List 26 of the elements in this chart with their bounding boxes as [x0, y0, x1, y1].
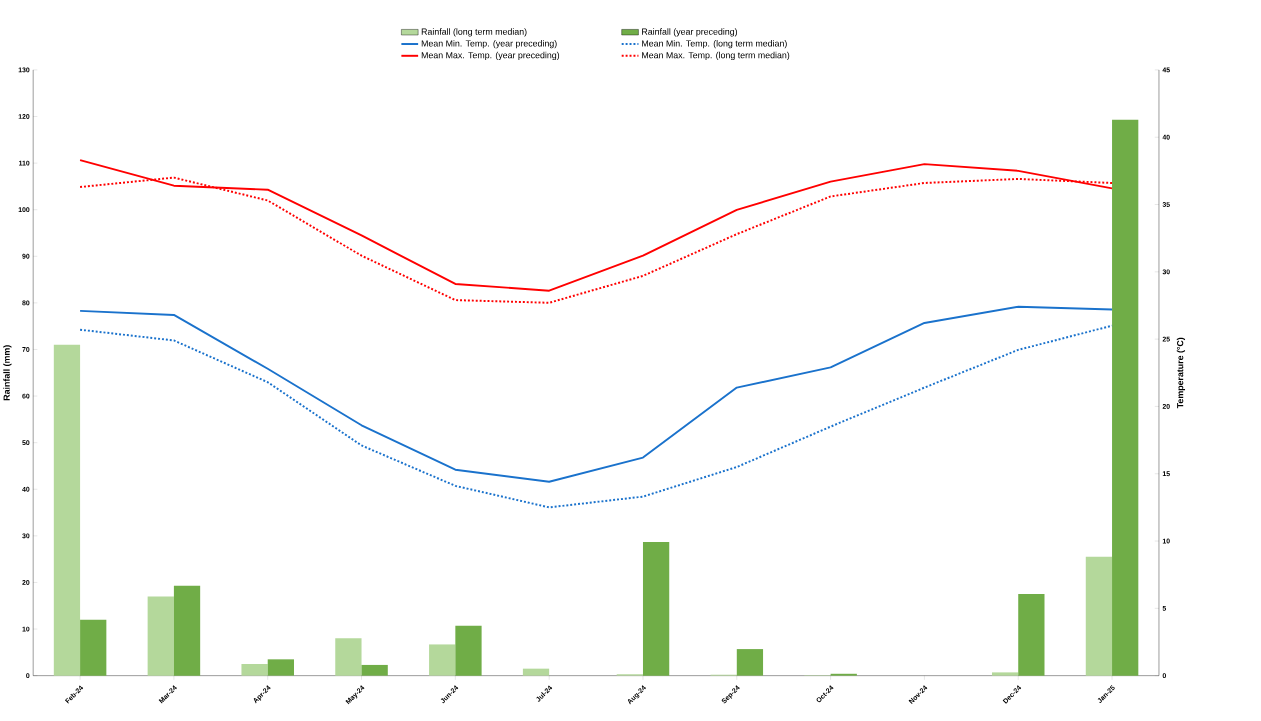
bar	[1085, 556, 1113, 676]
bar	[455, 625, 482, 676]
legend-label: Mean Max. Temp. (year preceding)	[421, 51, 560, 61]
bar	[53, 344, 81, 676]
bar	[429, 644, 456, 676]
bar	[522, 668, 550, 676]
y-axis-title: Rainfall (mm)	[3, 345, 12, 401]
bar	[267, 659, 294, 676]
legend-label: Mean Max. Temp. (long term median)	[642, 51, 790, 61]
line-series	[79, 305, 1114, 483]
bar	[147, 596, 174, 676]
bar	[361, 664, 388, 676]
bar	[642, 541, 670, 676]
bar	[1112, 119, 1139, 676]
bar	[1018, 594, 1045, 676]
bar	[173, 585, 201, 676]
bar	[335, 638, 362, 676]
y2-axis-title: Temperature (°C)	[1176, 337, 1186, 409]
legend-label: Rainfall (long term median)	[421, 28, 527, 37]
bar	[736, 649, 764, 676]
bar	[241, 664, 268, 676]
bar	[991, 672, 1019, 676]
legend-label: Mean Min. Temp. (year preceding)	[421, 40, 557, 49]
legend-label: Mean Min. Temp. (long term median)	[642, 40, 787, 49]
legend-label: Rainfall (year preceding)	[642, 28, 738, 37]
bar	[80, 619, 107, 676]
